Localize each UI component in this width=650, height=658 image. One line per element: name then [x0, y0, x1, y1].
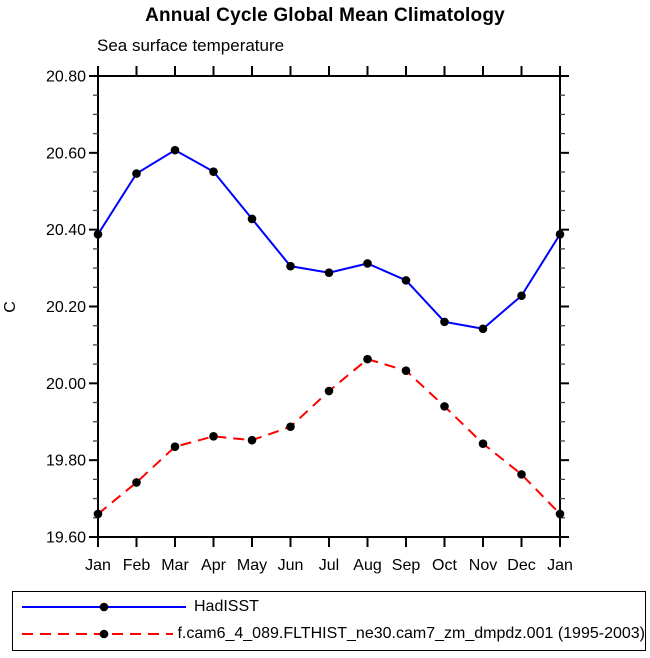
legend-swatch-solid-line — [22, 602, 186, 611]
data-point-marker — [209, 432, 218, 441]
data-point-marker — [401, 366, 411, 375]
legend-swatch-dashed-line — [22, 629, 174, 638]
data-point-marker — [170, 442, 180, 452]
x-tick-label: Apr — [201, 557, 227, 574]
legend-label-hadisst: HadISST — [194, 597, 259, 615]
legend-marker-dot — [99, 602, 109, 611]
data-point-marker — [247, 214, 257, 224]
y-tick-label: 20.60 — [46, 145, 86, 162]
chart-title: Annual Cycle Global Mean Climatology — [145, 5, 505, 26]
legend-box: HadISST f.cam6_4_089.FLTHIST_ne30.cam7_z… — [12, 591, 646, 651]
x-tick-label: May — [237, 557, 267, 574]
data-point-marker — [286, 261, 295, 271]
x-tick-label: Oct — [432, 557, 457, 574]
data-point-marker — [286, 422, 295, 432]
x-tick-label: Jun — [278, 557, 304, 574]
data-point-marker — [440, 402, 449, 411]
x-tick-label: Mar — [161, 557, 189, 574]
data-point-marker — [324, 268, 334, 277]
data-point-marker — [555, 229, 565, 239]
data-point-marker — [363, 354, 372, 364]
data-point-marker — [440, 317, 449, 327]
x-tick-label: Jan — [547, 557, 573, 574]
plot-frame — [97, 75, 561, 538]
y-tick-label: 20.80 — [46, 69, 86, 86]
data-point-marker — [247, 435, 257, 445]
data-point-marker — [517, 291, 526, 301]
data-point-marker — [478, 439, 488, 448]
data-point-marker — [93, 509, 103, 519]
x-tick-label: Feb — [123, 557, 151, 574]
legend-item-hadisst: HadISST — [18, 593, 645, 620]
data-point-marker — [478, 324, 488, 334]
data-point-marker — [401, 276, 411, 285]
data-point-marker — [132, 169, 141, 178]
data-point-marker — [363, 259, 372, 268]
data-point-marker — [555, 509, 565, 519]
legend-item-model: f.cam6_4_089.FLTHIST_ne30.cam7_zm_dmpdz.… — [18, 620, 645, 647]
series-line-hadisst — [97, 148, 561, 330]
data-point-marker — [517, 470, 526, 479]
x-tick-label: Sep — [392, 557, 421, 574]
x-tick-label: Dec — [507, 557, 535, 574]
y-tick-label: 20.40 — [46, 222, 86, 239]
data-point-marker — [132, 478, 141, 487]
data-point-marker — [170, 145, 180, 155]
x-tick-label: Jul — [319, 557, 339, 574]
x-tick-label: Nov — [469, 557, 497, 574]
chart-subtitle: Sea surface temperature — [97, 36, 285, 55]
data-point-marker — [209, 167, 218, 176]
data-point-marker — [93, 229, 103, 239]
series-line-model — [97, 358, 561, 515]
data-point-marker — [324, 386, 334, 396]
x-tick-label: Jan — [85, 557, 111, 574]
y-tick-label: 20.00 — [46, 376, 86, 393]
y-tick-label: 19.80 — [46, 453, 86, 470]
y-tick-label: 19.60 — [46, 530, 86, 547]
y-tick-label: 20.20 — [46, 299, 86, 316]
legend-marker-dot — [99, 629, 109, 638]
x-tick-label: Aug — [353, 557, 381, 574]
legend-label-model: f.cam6_4_089.FLTHIST_ne30.cam7_zm_dmpdz.… — [177, 624, 645, 642]
plot-area: Jan Feb Mar Apr May Jun Jul Aug Sep Oct Nov Dec Jan 1… — [46, 66, 573, 574]
